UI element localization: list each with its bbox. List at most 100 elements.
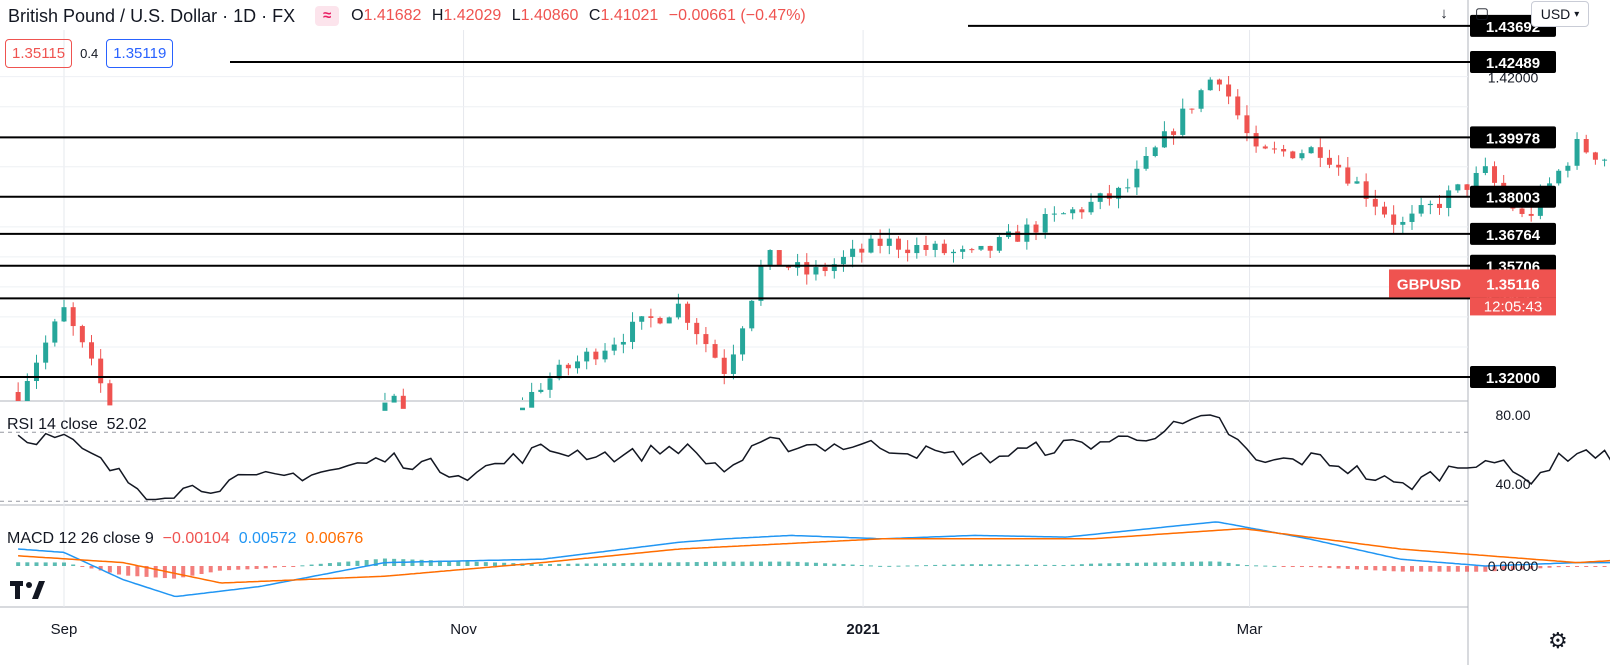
candle-body bbox=[1271, 148, 1277, 150]
gear-icon[interactable]: ⚙ bbox=[1548, 628, 1568, 653]
macd-histogram-bar bbox=[153, 566, 158, 578]
fullscreen-icon[interactable]: ▢ bbox=[1474, 5, 1490, 22]
macd-histogram-bar bbox=[1373, 566, 1378, 571]
macd-histogram-bar bbox=[1180, 561, 1185, 566]
download-icon[interactable]: ↓ bbox=[1440, 5, 1448, 22]
candle-body bbox=[70, 307, 76, 327]
macd-histogram-bar bbox=[1052, 564, 1057, 566]
high-value: 1.42029 bbox=[443, 7, 502, 24]
bid-button[interactable]: 1.35115 bbox=[5, 39, 73, 68]
macd-histogram-bar bbox=[923, 565, 928, 567]
macd-histogram-bar bbox=[474, 561, 479, 566]
candle-body bbox=[89, 342, 95, 359]
candle-body bbox=[1427, 203, 1433, 206]
macd-histogram-bar bbox=[1107, 563, 1112, 566]
macd-histogram-bar bbox=[740, 561, 745, 566]
candle-body bbox=[712, 344, 718, 358]
macd-histogram-bar bbox=[1309, 566, 1314, 568]
macd-histogram-bar bbox=[263, 566, 268, 569]
candle-body bbox=[1235, 96, 1241, 116]
x-tick-label: Mar bbox=[1237, 621, 1263, 638]
candle-body bbox=[1583, 139, 1589, 153]
macd-histogram-bar bbox=[1263, 565, 1268, 567]
macd-histogram-bar bbox=[749, 561, 754, 566]
close-value: 1.41021 bbox=[600, 7, 659, 24]
candle-body bbox=[1244, 115, 1250, 134]
candle-body bbox=[382, 402, 388, 411]
macd-histogram-bar bbox=[685, 562, 690, 566]
macd-histogram-bar bbox=[447, 560, 452, 566]
macd-histogram-bar bbox=[758, 561, 763, 566]
candle-body bbox=[868, 238, 874, 253]
macd-histogram-bar bbox=[1419, 566, 1424, 572]
wave-icon[interactable]: ≈ bbox=[315, 6, 340, 26]
currency-select[interactable]: USD ▾ bbox=[1531, 1, 1589, 27]
price-level-label: 1.36764 bbox=[1486, 227, 1541, 244]
chevron-down-icon: ▾ bbox=[1574, 8, 1580, 20]
macd-histogram-bar bbox=[1400, 566, 1405, 572]
macd-histogram-bar bbox=[318, 563, 323, 566]
candle-body bbox=[1216, 79, 1222, 85]
ohlc-values: O1.41682 H1.42029 L1.40860 C1.41021 −0.0… bbox=[351, 7, 812, 25]
candle-body bbox=[400, 395, 406, 409]
macd-histogram-bar bbox=[300, 565, 305, 567]
macd-histogram-bar bbox=[896, 565, 901, 567]
open-key: O bbox=[351, 7, 364, 24]
rsi-value: 52.02 bbox=[106, 416, 147, 433]
candle-body bbox=[941, 243, 947, 254]
open-value: 1.41682 bbox=[363, 7, 422, 24]
x-tick-label: 2021 bbox=[846, 621, 879, 638]
symbol-title: British Pound / U.S. Dollar · 1D · FX bbox=[8, 5, 296, 26]
price-level-tag bbox=[1470, 366, 1556, 388]
macd-histogram-bar bbox=[887, 565, 892, 567]
macd-histogram-bar bbox=[1455, 566, 1460, 572]
candle-body bbox=[1079, 209, 1085, 213]
macd-histogram-bar bbox=[850, 564, 855, 566]
candle-body bbox=[1592, 152, 1598, 160]
candle-body bbox=[611, 344, 617, 351]
macd-histogram-bar bbox=[437, 560, 442, 566]
macd-histogram-bar bbox=[979, 564, 983, 566]
candle-body bbox=[1336, 164, 1342, 168]
candle-body bbox=[1308, 147, 1314, 154]
candle-body bbox=[969, 249, 975, 251]
tradingview-logo-icon bbox=[10, 581, 45, 599]
candle-body bbox=[1161, 131, 1167, 148]
macd-histogram-bar bbox=[584, 563, 589, 566]
macd-histogram-bar bbox=[89, 566, 94, 569]
rsi-legend[interactable]: RSI 14 close 52.02 bbox=[7, 416, 147, 434]
macd-histogram-bar bbox=[612, 563, 617, 566]
candle-body bbox=[1519, 208, 1525, 214]
macd-histogram-bar bbox=[492, 562, 497, 566]
macd-line-value: 0.00572 bbox=[238, 530, 297, 547]
macd-histogram-bar bbox=[126, 566, 131, 576]
candle-body bbox=[1446, 190, 1452, 208]
candle-body bbox=[547, 378, 553, 390]
candle-body bbox=[556, 364, 562, 379]
macd-histogram-bar bbox=[410, 559, 415, 566]
candle-body bbox=[914, 244, 920, 254]
candle-body bbox=[1226, 84, 1232, 97]
macd-histogram-bar bbox=[859, 564, 864, 566]
macd-histogram-bar bbox=[190, 566, 195, 576]
macd-pane bbox=[16, 521, 1610, 598]
macd-histogram-bar bbox=[951, 564, 956, 566]
candle-body bbox=[1253, 133, 1259, 147]
symbol-header: British Pound / U.S. Dollar · 1D · FX ≈ … bbox=[8, 4, 812, 28]
macd-histogram-bar bbox=[62, 562, 66, 566]
change-value: −0.00661 (−0.47%) bbox=[668, 7, 806, 24]
macd-histogram-bar bbox=[603, 563, 608, 566]
macd-histogram-bar bbox=[364, 560, 369, 566]
macd-histogram-bar bbox=[346, 561, 351, 566]
macd-histogram-bar bbox=[217, 566, 222, 571]
price-level-label: 1.42489 bbox=[1486, 55, 1540, 72]
macd-histogram-bar bbox=[502, 562, 507, 566]
x-tick-label: Nov bbox=[450, 621, 477, 638]
candle-body bbox=[1198, 90, 1204, 109]
candle-body bbox=[877, 238, 883, 246]
macd-legend[interactable]: MACD 12 26 close 9 −0.00104 0.00572 0.00… bbox=[7, 530, 363, 548]
macd-histogram-bar bbox=[878, 565, 883, 567]
macd-histogram-bar bbox=[1520, 566, 1525, 570]
ask-button[interactable]: 1.35119 bbox=[106, 39, 174, 68]
